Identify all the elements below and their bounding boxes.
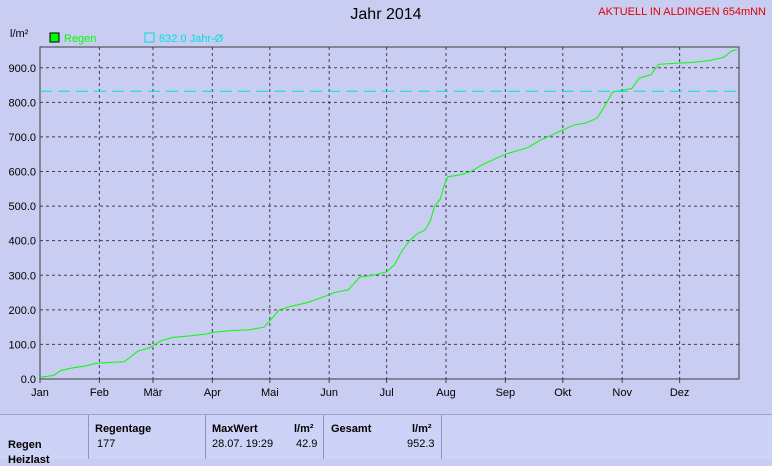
series-line-regen — [39, 49, 738, 378]
maxwert-time: 28.07. 19:29 — [212, 438, 274, 450]
maxwert-header: MaxWert — [212, 423, 258, 435]
x-tick-label: Feb — [90, 387, 109, 399]
y-tick-label: 700.0 — [8, 132, 36, 144]
y-tick-label: 800.0 — [8, 97, 36, 109]
gesamt-header: Gesamt — [331, 423, 372, 435]
x-tick-label: Aug — [436, 387, 456, 399]
legend-swatch — [144, 32, 155, 43]
grid — [40, 47, 739, 379]
x-tick-label: Sep — [496, 387, 516, 399]
stats-row-label-2: Heizlast — [8, 454, 50, 466]
maxwert-value: 42.9 — [296, 438, 318, 450]
series-group — [39, 49, 739, 378]
plot-area — [39, 46, 740, 380]
y-tick-label: 900.0 — [8, 63, 36, 75]
y-tick-label: 400.0 — [8, 236, 36, 248]
legend-swatch — [49, 32, 60, 43]
x-tick-label: Apr — [204, 387, 221, 399]
y-tick-label: 500.0 — [8, 201, 36, 213]
x-axis: Jan Feb Mär Apr Mai Jun Jul Aug Sep Okt Nov Dez — [31, 379, 689, 399]
gesamt-value: 952.3 — [407, 438, 435, 450]
legend: Regen 832.0 Jahr-Ø — [49, 32, 224, 45]
maxwert-unit: l/m² — [294, 423, 314, 435]
y-tick-label: 200.0 — [8, 305, 36, 317]
stats-panel: Regen Heizlast Regentage 177 MaxWert l/m… — [0, 414, 772, 466]
x-tick-label: Dez — [670, 387, 690, 399]
x-tick-label: Okt — [554, 387, 571, 399]
x-tick-label: Nov — [612, 387, 632, 399]
legend-label: Regen — [64, 33, 96, 45]
rain-chart: Regen 832.0 Jahr-Ø 0.0 100.0 200.0 300.0 400.… — [8, 28, 740, 399]
y-axis-label: l/m² — [10, 28, 29, 40]
x-tick-label: Mär — [144, 387, 163, 399]
x-tick-label: Jan — [31, 387, 49, 399]
regentage-header: Regentage — [95, 423, 152, 435]
y-axis: 0.0 100.0 200.0 300.0 400.0 500.0 600.0 700.0 80… — [8, 63, 36, 386]
chart-title: Jahr 2014 — [350, 6, 422, 23]
y-tick-label: 100.0 — [8, 339, 36, 351]
x-tick-label: Jun — [320, 387, 338, 399]
gesamt-unit: l/m² — [412, 423, 432, 435]
y-tick-label: 600.0 — [8, 167, 36, 179]
x-tick-label: Mai — [261, 387, 279, 399]
station-label: AKTUELL IN ALDINGEN 654mNN — [598, 6, 766, 18]
stats-row-label: Regen — [8, 439, 42, 451]
y-tick-label: 0.0 — [21, 374, 36, 386]
x-tick-label: Jul — [380, 387, 394, 399]
regentage-value: 177 — [97, 438, 116, 450]
legend-label: 832.0 Jahr-Ø — [159, 33, 224, 45]
y-tick-label: 300.0 — [8, 270, 36, 282]
